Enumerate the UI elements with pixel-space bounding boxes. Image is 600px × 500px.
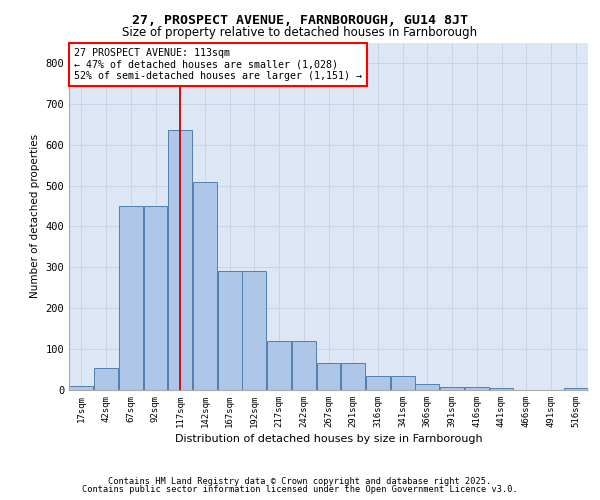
Bar (490, 388, 514, 390)
Text: Contains public sector information licensed under the Open Government Licence v3: Contains public sector information licen… (82, 485, 518, 494)
Bar (292, 341, 316, 390)
Text: Contains HM Land Registry data © Crown copyright and database right 2025.: Contains HM Land Registry data © Crown c… (109, 477, 491, 486)
Bar (415, 384, 439, 390)
Bar (242, 272, 266, 390)
Bar (119, 206, 143, 390)
Bar (341, 364, 365, 390)
Bar (317, 364, 340, 390)
Bar (70, 386, 94, 390)
Text: 27, PROSPECT AVENUE, FARNBOROUGH, GU14 8JT: 27, PROSPECT AVENUE, FARNBOROUGH, GU14 8… (132, 14, 468, 27)
Bar (143, 206, 167, 390)
Bar (94, 368, 118, 390)
Y-axis label: Number of detached properties: Number of detached properties (30, 134, 40, 298)
X-axis label: Distribution of detached houses by size in Farnborough: Distribution of detached houses by size … (175, 434, 482, 444)
Bar (440, 386, 464, 390)
Text: 27 PROSPECT AVENUE: 113sqm
← 47% of detached houses are smaller (1,028)
52% of s: 27 PROSPECT AVENUE: 113sqm ← 47% of deta… (74, 48, 362, 81)
Bar (465, 386, 489, 390)
Bar (366, 376, 390, 390)
Bar (563, 388, 587, 390)
Bar (193, 182, 217, 390)
Bar (391, 376, 415, 390)
Bar (218, 272, 242, 390)
Text: Size of property relative to detached houses in Farnborough: Size of property relative to detached ho… (122, 26, 478, 39)
Bar (168, 130, 192, 390)
Bar (267, 341, 291, 390)
